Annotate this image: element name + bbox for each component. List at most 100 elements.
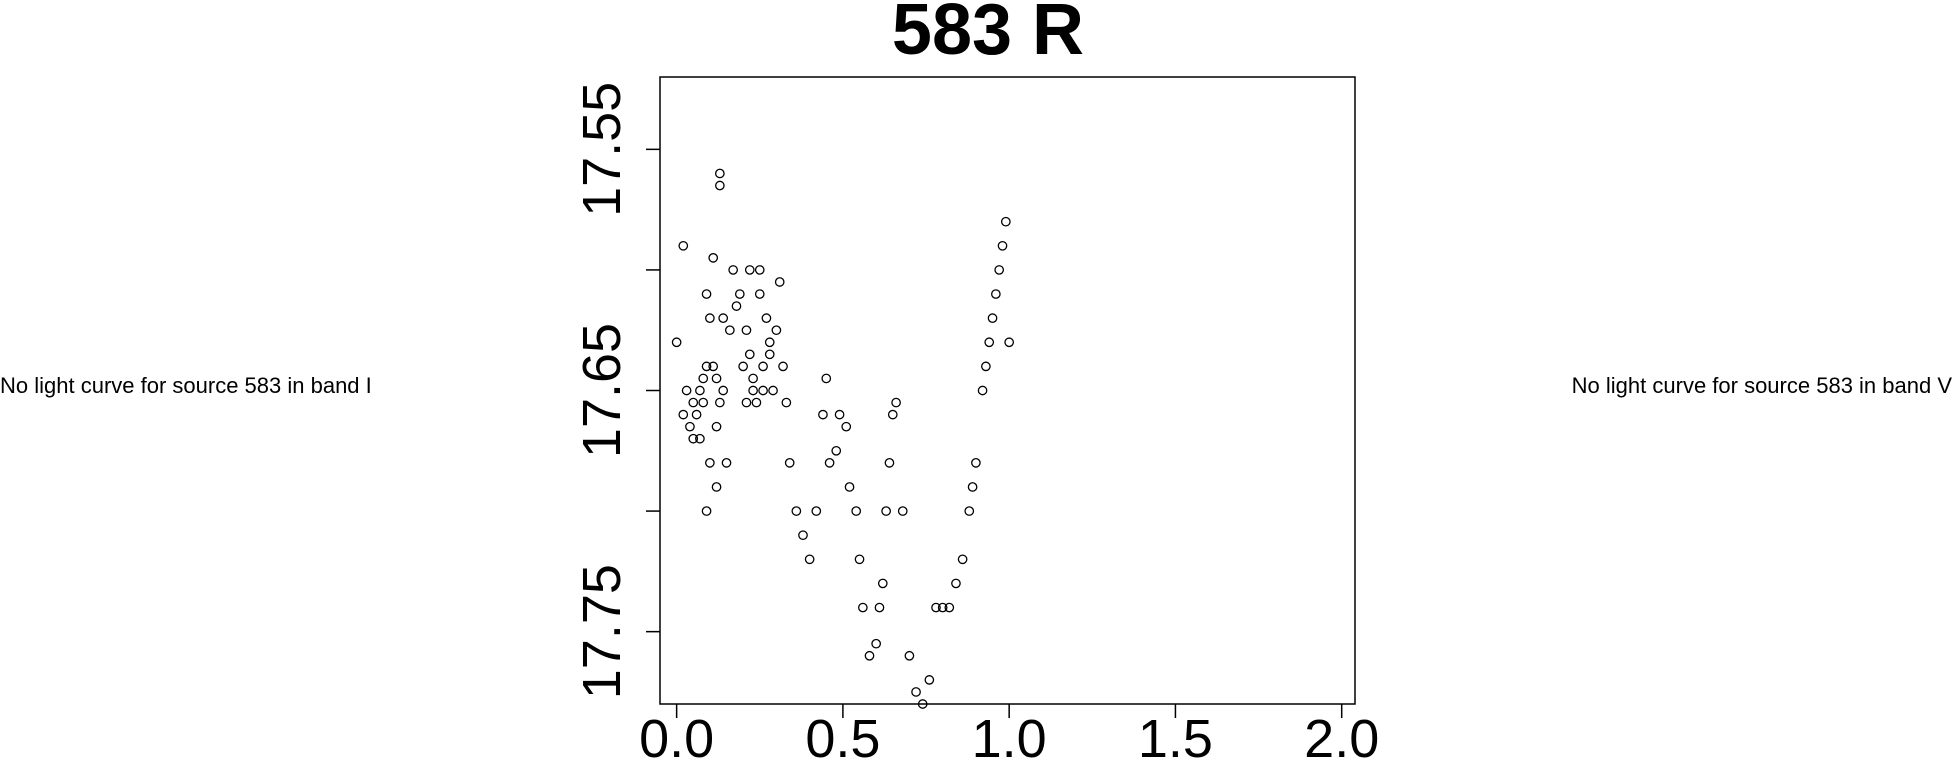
data-point	[688, 433, 699, 444]
data-point	[754, 265, 765, 275]
data-point	[691, 409, 702, 420]
data-point	[967, 482, 978, 492]
data-point	[688, 397, 699, 408]
plot-frame	[659, 76, 1356, 705]
data-point	[841, 421, 852, 432]
data-point	[744, 349, 755, 360]
data-point	[701, 289, 712, 299]
data-point	[754, 289, 765, 299]
data-point	[701, 506, 712, 516]
data-point	[734, 289, 745, 299]
data-point	[711, 482, 722, 492]
data-point	[917, 699, 928, 709]
data-point	[715, 397, 725, 408]
data-point	[681, 385, 692, 396]
data-point	[997, 240, 1008, 251]
data-point	[671, 337, 682, 348]
data-point	[977, 385, 988, 396]
data-point	[971, 457, 981, 468]
data-point	[711, 421, 722, 432]
no-light-curve-message-band-v: No light curve for source 583 in band V	[1571, 373, 1952, 398]
data-point	[678, 409, 689, 420]
data-point	[944, 602, 955, 613]
data-point	[778, 361, 788, 372]
data-point	[705, 457, 715, 468]
data-point	[678, 240, 689, 251]
data-point	[774, 277, 785, 287]
data-point	[857, 602, 868, 613]
data-point	[881, 506, 891, 516]
data-point	[764, 349, 775, 360]
data-point	[937, 602, 948, 613]
data-point	[854, 554, 865, 565]
chart-title: 583 R	[892, 0, 1084, 70]
data-point	[758, 385, 768, 396]
y-axis: 17.55 17.65 17.75	[572, 82, 660, 699]
data-point	[781, 397, 792, 408]
data-point	[884, 457, 895, 468]
data-point	[1000, 216, 1011, 227]
data-point	[761, 313, 772, 324]
data-point	[711, 373, 722, 384]
data-point	[924, 675, 935, 685]
data-point	[768, 385, 778, 396]
data-point	[748, 373, 758, 384]
data-point	[798, 530, 808, 541]
x-axis: 0.0 0.5 1.0 1.5 2.0	[639, 704, 1379, 760]
data-point	[877, 578, 888, 589]
data-point	[871, 638, 881, 649]
x-tick-label: 1.5	[1138, 709, 1213, 760]
data-point	[984, 337, 995, 348]
data-point	[824, 457, 835, 468]
data-point	[721, 457, 732, 468]
data-point	[718, 313, 729, 324]
x-tick-label: 1.0	[972, 709, 1047, 760]
data-point	[705, 313, 715, 324]
data-point	[821, 373, 832, 384]
data-point	[715, 180, 725, 191]
data-point	[708, 253, 719, 263]
data-point	[728, 265, 739, 275]
y-tick-label: 17.65	[572, 323, 632, 458]
x-tick-label: 0.0	[639, 709, 714, 760]
data-point	[715, 168, 725, 179]
data-point	[844, 482, 855, 492]
data-point	[695, 385, 705, 396]
data-point	[695, 433, 705, 444]
x-tick-label: 0.5	[805, 709, 880, 760]
data-point	[831, 445, 842, 456]
data-point	[784, 457, 795, 468]
data-point	[1004, 337, 1015, 348]
data-point	[818, 409, 828, 420]
data-point	[744, 265, 755, 275]
y-tick-label: 17.55	[572, 82, 632, 217]
data-point	[738, 361, 748, 372]
data-point	[724, 325, 735, 336]
data-point	[994, 265, 1005, 275]
data-point	[904, 650, 915, 661]
data-point	[771, 325, 782, 336]
data-point	[718, 385, 729, 396]
data-point	[701, 361, 712, 372]
data-point	[864, 650, 875, 661]
no-light-curve-message-band-i: No light curve for source 583 in band I	[0, 373, 372, 398]
data-point	[897, 506, 908, 516]
y-tick-label: 17.75	[572, 564, 632, 699]
data-point	[731, 301, 742, 311]
data-point	[751, 397, 762, 408]
data-point	[891, 397, 901, 408]
data-point	[741, 397, 752, 408]
data-point	[708, 361, 719, 372]
data-point	[911, 687, 921, 697]
data-point	[764, 337, 775, 348]
data-point	[741, 325, 752, 336]
data-point	[834, 409, 845, 420]
data-point	[698, 397, 709, 408]
data-point	[685, 421, 695, 432]
data-point	[957, 554, 968, 565]
data-point	[951, 578, 961, 589]
data-point	[804, 554, 815, 565]
data-point	[874, 602, 885, 613]
data-point	[987, 313, 998, 324]
